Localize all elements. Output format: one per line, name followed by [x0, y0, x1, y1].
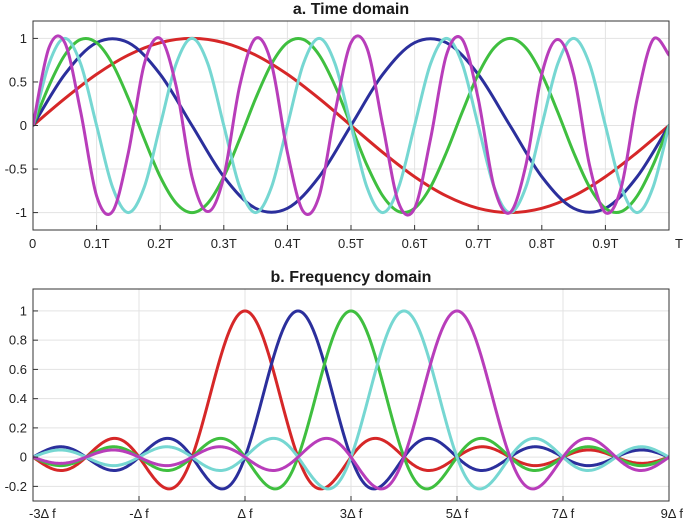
time-domain-series-4 [33, 36, 669, 215]
frequency-domain-x-tick-label: 5Δ f [446, 506, 469, 521]
frequency-domain-y-tick-label: 0.2 [9, 420, 27, 435]
time-domain-x-tick-label: 0.7T [465, 236, 491, 251]
time-domain-x-tick-label: 0.2T [147, 236, 173, 251]
time-domain-y-tick-label: -0.5 [5, 162, 27, 177]
frequency-domain-x-tick-label: -3Δ f [29, 506, 56, 521]
frequency-domain-series-5 [33, 309, 669, 491]
frequency-domain-x-tick-label: -Δ f [129, 506, 149, 521]
time-domain-series-5 [33, 34, 669, 217]
time-domain-x-tick-label: 0.5T [338, 236, 364, 251]
time-domain-x-tick-label: 0.8T [529, 236, 555, 251]
frequency-domain-x-tick-label: 9Δ f [661, 506, 684, 521]
frequency-domain-x-tick-label: 7Δ f [552, 506, 575, 521]
frequency-domain-chart-title: b. Frequency domain [271, 269, 432, 286]
time-domain-x-tick-label: 0.3T [211, 236, 237, 251]
time-domain-y-tick-label: 1 [20, 31, 27, 46]
time-domain-y-tick-label: 0 [20, 118, 27, 133]
time-domain-x-tick-label: 0.1T [84, 236, 110, 251]
frequency-domain-y-tick-label: 0.6 [9, 362, 27, 377]
frequency-domain-panel: -3Δ f -Δ f Δ f 3Δ f 5Δ f 7Δ f 9Δ f 1 0.8 0.6 0.4 0.… [5, 269, 684, 521]
time-domain-chart-title: a. Time domain [293, 1, 409, 18]
frequency-domain-y-tick-label: 1 [20, 303, 27, 318]
time-domain-y-tick-label: -1 [15, 205, 27, 220]
frequency-domain-series-group [33, 309, 669, 491]
time-domain-y-tick-label: 0.5 [9, 74, 27, 89]
time-domain-x-tick-label: 0.6T [402, 236, 428, 251]
frequency-domain-x-tick-label: 3Δ f [340, 506, 363, 521]
frequency-domain-y-tick-label: 0.4 [9, 391, 27, 406]
time-domain-x-tick-label: 0.9T [592, 236, 618, 251]
frequency-domain-y-tick-label: -0.2 [5, 479, 27, 494]
time-domain-x-tick-label: 0.4T [274, 236, 300, 251]
time-domain-series-group [33, 34, 669, 217]
time-domain-x-tick-label: T [675, 236, 683, 251]
time-domain-panel: 0 0.1T 0.2T 0.3T 0.4T 0.5T 0.6T 0.7T 0.8T 0.9T T 1 0… [5, 1, 683, 251]
frequency-domain-y-tick-label: 0 [20, 450, 27, 465]
frequency-domain-x-tick-label: Δ f [237, 506, 253, 521]
frequency-domain-y-tick-label: 0.8 [9, 333, 27, 348]
time-domain-x-tick-label: 0 [29, 236, 36, 251]
